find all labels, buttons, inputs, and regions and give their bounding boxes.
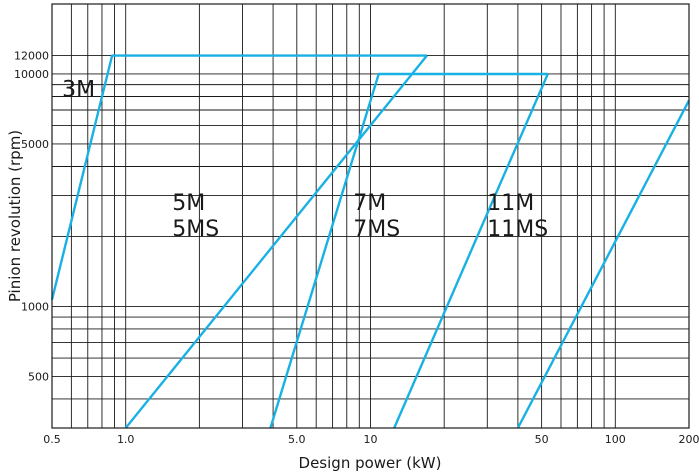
- x-tick-label: 200: [679, 433, 699, 446]
- grid: [52, 4, 689, 428]
- series-line: [393, 73, 549, 429]
- x-axis-label: Design power (kW): [299, 454, 442, 472]
- plot-frame: [51, 3, 690, 429]
- y-tick-label: 10000: [14, 68, 49, 81]
- series-line: [50, 54, 427, 300]
- y-tick-label: 500: [28, 370, 49, 383]
- series-line: [269, 72, 548, 429]
- series-lines: [50, 54, 691, 429]
- series-line: [124, 54, 428, 429]
- y-tick-label: 5000: [21, 138, 49, 151]
- y-axis-label: Pinion revolution (rpm): [6, 130, 24, 302]
- y-tick-label: 1000: [21, 300, 49, 313]
- region-labels: 3M 5M 5MS 7M 7MS 11M 11MS: [62, 78, 548, 242]
- x-tick-label: 100: [605, 433, 626, 446]
- x-tick-label: 0.5: [43, 433, 61, 446]
- y-tick-label: 12000: [14, 50, 49, 63]
- x-tick-label: 5.0: [288, 433, 306, 446]
- x-tick-label: 50: [535, 433, 549, 446]
- region-label: 3M: [62, 78, 95, 103]
- y-tick-labels: 500 1000 5000 10000 12000: [14, 50, 49, 384]
- region-label: 7M 7MS: [353, 191, 400, 242]
- region-label: 11M 11MS: [487, 191, 548, 242]
- x-tick-label: 1.0: [117, 433, 135, 446]
- x-tick-labels: 0.5 1.0 5.0 10 50 100 200: [43, 433, 699, 446]
- x-tick-label: 10: [364, 433, 378, 446]
- series-line: [516, 99, 691, 429]
- region-label: 5M 5MS: [172, 191, 219, 242]
